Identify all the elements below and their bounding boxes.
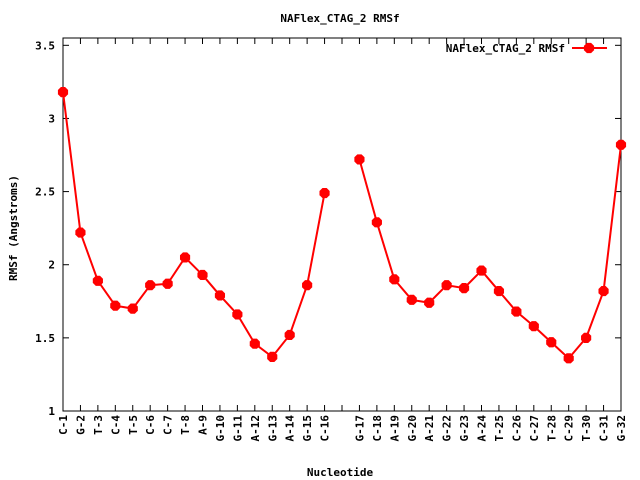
x-tick-label: G-10	[214, 415, 227, 442]
y-tick-label: 3.5	[35, 39, 55, 52]
x-tick-label: C-18	[371, 415, 384, 442]
x-tick-label: A-12	[249, 415, 262, 442]
data-point	[406, 294, 417, 305]
y-tick-label: 2.5	[35, 186, 55, 199]
data-point	[232, 309, 243, 320]
data-point	[214, 290, 226, 301]
data-point	[127, 303, 138, 314]
x-tick-label: A-19	[388, 415, 401, 442]
data-point	[458, 283, 470, 294]
y-tick-label: 1.5	[35, 332, 55, 345]
legend: NAFlex_CTAG_2 RMSf	[446, 42, 607, 55]
data-point	[75, 227, 86, 238]
x-tick-label: C-7	[162, 415, 175, 435]
data-point	[563, 353, 574, 364]
data-point	[581, 332, 592, 343]
x-tick-label: A-24	[476, 415, 489, 442]
plot-frame	[62, 37, 622, 412]
data-point	[493, 285, 505, 297]
data-point	[302, 280, 313, 291]
x-tick-label: T-25	[493, 415, 506, 442]
x-tick-label: C-6	[144, 415, 157, 435]
x-tick-label: C-16	[319, 415, 332, 442]
x-tick-label: C-26	[510, 415, 523, 442]
data-point	[476, 265, 487, 276]
data-point	[110, 300, 121, 311]
x-tick-label: C-29	[563, 415, 576, 442]
y-axis-ticks: 1 1.5 2 2.5 3 3.5	[35, 39, 621, 418]
data-point	[424, 297, 435, 308]
data-point	[197, 269, 208, 281]
x-axis-ticks: C-1 G-2 T-3 C-4 T-5 C-6 C-7 T-8 A-9 G-10 G-11 A-12 G…	[57, 38, 628, 442]
x-tick-label: C-31	[598, 415, 611, 442]
data-point	[441, 280, 452, 291]
data-point	[615, 139, 627, 150]
series-points	[57, 87, 627, 364]
data-point	[319, 187, 330, 199]
x-tick-label: G-11	[231, 415, 244, 442]
data-point	[179, 252, 191, 263]
x-tick-label: A-21	[423, 415, 436, 442]
data-point	[145, 280, 156, 291]
x-tick-label: C-4	[109, 415, 122, 435]
data-point	[249, 338, 260, 349]
series-line-segment	[62, 91, 326, 358]
y-tick-label: 3	[48, 112, 55, 125]
x-tick-label: C-27	[528, 415, 541, 442]
x-tick-label: G-22	[441, 415, 454, 442]
data-point	[162, 278, 173, 289]
x-tick-label: T-28	[545, 415, 558, 442]
series-line-segment	[358, 144, 622, 360]
y-tick-label: 1	[48, 405, 55, 418]
legend-label: NAFlex_CTAG_2 RMSf	[446, 42, 565, 55]
data-point	[511, 306, 522, 317]
chart-title: NAFlex_CTAG_2 RMSf	[280, 12, 399, 25]
x-tick-label: C-1	[57, 415, 70, 435]
x-tick-label: G-13	[266, 415, 279, 442]
x-tick-label: G-23	[458, 415, 471, 442]
series-lines	[62, 91, 622, 360]
data-point	[354, 154, 365, 165]
data-point	[267, 351, 278, 362]
x-tick-label: G-20	[406, 415, 419, 442]
y-tick-label: 2	[48, 259, 55, 272]
data-point	[284, 329, 295, 341]
y-axis-label: RMSf (Angstroms)	[7, 175, 20, 281]
data-point	[389, 274, 400, 285]
x-tick-label: T-5	[127, 415, 140, 435]
x-axis-label: Nucleotide	[307, 466, 374, 479]
data-point	[92, 275, 103, 286]
data-point	[57, 87, 69, 98]
x-tick-label: G-15	[301, 415, 314, 442]
x-tick-label: G-2	[74, 415, 87, 435]
data-point	[546, 337, 557, 348]
x-tick-label: T-3	[92, 415, 105, 435]
legend-marker	[583, 42, 595, 54]
data-point	[528, 321, 539, 332]
data-point	[598, 285, 609, 297]
data-point	[371, 217, 382, 228]
x-tick-label: A-9	[197, 415, 210, 435]
x-tick-label: G-32	[615, 415, 628, 442]
x-tick-label: T-8	[179, 415, 192, 435]
x-tick-label: A-14	[284, 415, 297, 442]
x-tick-label: T-30	[580, 415, 593, 442]
x-tick-label: G-17	[353, 415, 366, 442]
